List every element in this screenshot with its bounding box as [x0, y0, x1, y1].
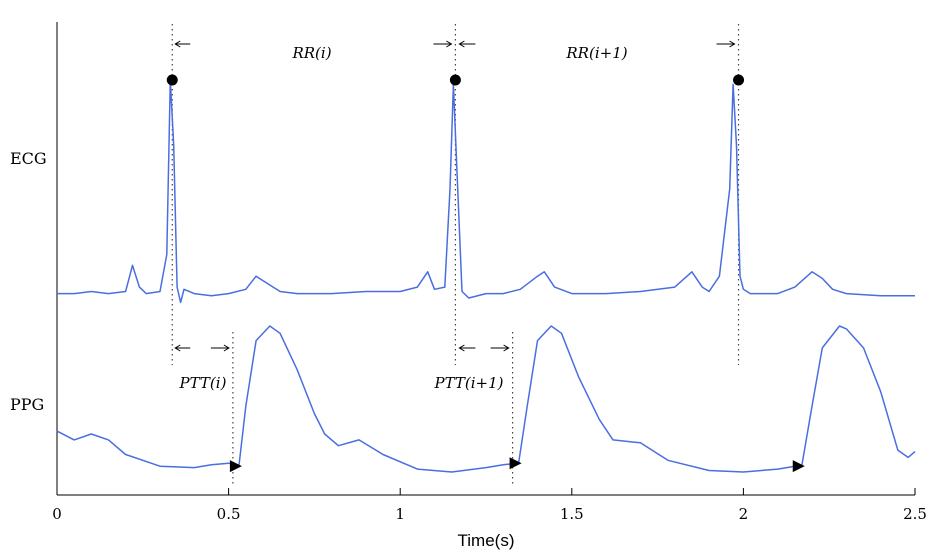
ppg-foot-marker-1: [509, 457, 522, 470]
ppg-row-label: PPG: [10, 395, 44, 414]
x-tick-label-2: 1: [395, 505, 405, 523]
x-tick-label-1: 0.5: [217, 505, 241, 523]
ptt-label-1: PTT(i): [179, 374, 227, 392]
x-tick-label-0: 0: [52, 505, 62, 523]
ptt-arrow-start-1-head: [458, 344, 465, 352]
rr-label-1: RR(i): [291, 44, 331, 62]
rr-arrow-start-1-head: [458, 40, 465, 48]
x-ticks: 0 0.5 1 1.5 2 2.5: [52, 488, 927, 523]
event-markers: [166, 74, 805, 473]
r-peak-dot-0: [166, 74, 178, 86]
ecg-row-label: ECG: [10, 149, 47, 168]
guide-lines: [171, 24, 740, 485]
x-tick-label-5: 2.5: [903, 505, 927, 523]
rr-arrow-start-0-head: [174, 40, 181, 48]
x-tick-label-3: 1.5: [560, 505, 584, 523]
rr-arrow-end-0-head: [446, 40, 453, 48]
ecg-signal-line: [57, 79, 915, 304]
rr-label-2: RR(i+1): [565, 44, 627, 62]
ptt-arrow-start-0-head: [174, 344, 181, 352]
signals: [56, 79, 916, 473]
ptt-arrow-end-0-head: [223, 344, 230, 352]
ptt-label-2: PTT(i+1): [434, 374, 504, 392]
ppg-foot-marker-2: [792, 460, 805, 473]
x-tick-label-4: 2: [739, 505, 749, 523]
ppg-foot-marker-0: [229, 460, 242, 473]
r-peak-dot-1: [449, 74, 461, 86]
rr-arrow-end-1-head: [729, 40, 736, 48]
ptt-arrow-end-1-head: [503, 344, 510, 352]
interval-arrows: [174, 40, 736, 352]
r-peak-dot-2: [733, 74, 745, 86]
x-axis-title: Time(s): [458, 531, 515, 550]
